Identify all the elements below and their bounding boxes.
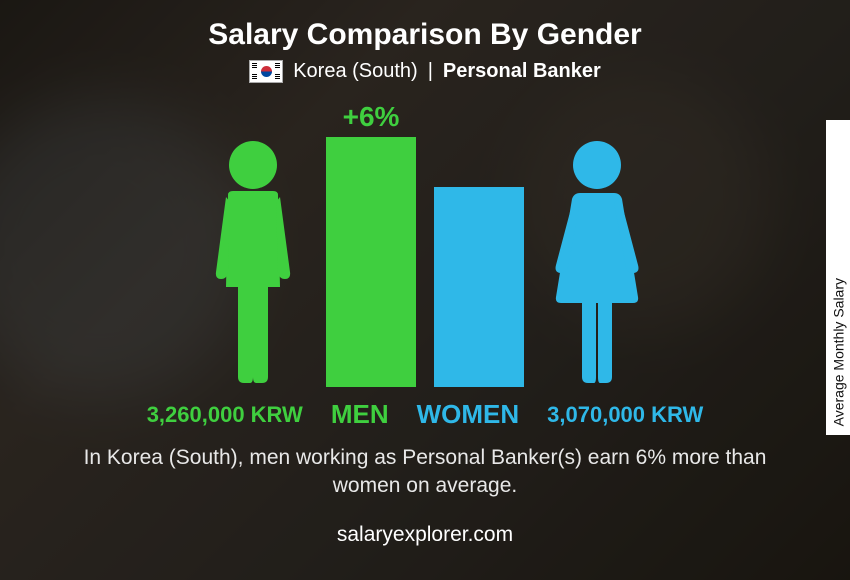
chart-area: +6%: [0, 97, 850, 387]
woman-icon: [542, 137, 652, 387]
korea-flag-icon: [249, 60, 283, 83]
description-text: In Korea (South), men working as Persona…: [75, 444, 775, 501]
labels-row: 3,260,000 KRW MEN WOMEN 3,070,000 KRW: [147, 399, 704, 430]
women-bar: [434, 187, 524, 387]
men-salary: 3,260,000 KRW: [147, 402, 303, 428]
page-title: Salary Comparison By Gender: [208, 18, 641, 52]
separator: |: [428, 60, 433, 83]
men-bar: +6%: [326, 137, 416, 387]
men-icon-column: [198, 137, 308, 387]
job-label: Personal Banker: [443, 60, 601, 83]
country-label: Korea (South): [293, 60, 418, 83]
man-icon: [198, 137, 308, 387]
subtitle: Korea (South) | Personal Banker: [249, 60, 601, 83]
women-label: WOMEN: [417, 399, 520, 430]
men-label: MEN: [331, 399, 389, 430]
women-salary: 3,070,000 KRW: [547, 402, 703, 428]
women-icon-column: [542, 137, 652, 387]
pct-label: +6%: [343, 101, 400, 133]
footer-link: salaryexplorer.com: [337, 523, 513, 547]
